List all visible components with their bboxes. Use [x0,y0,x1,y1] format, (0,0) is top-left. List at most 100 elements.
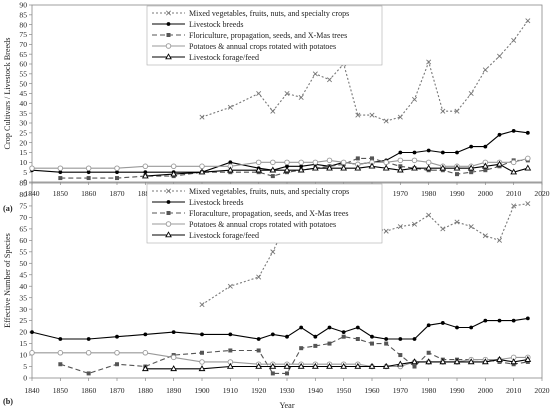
data-point [426,212,432,218]
data-point [411,164,418,171]
data-point [340,159,347,166]
data-point [425,358,433,365]
data-point [525,18,531,24]
data-point [283,362,291,369]
data-point [142,163,149,170]
x-tick-label: 2010 [506,189,521,198]
legend-label: Mixed vegetables, fruits, nuts, and spec… [189,9,349,18]
data-point [454,108,460,114]
data-point [285,371,289,376]
data-point [115,170,119,175]
y-tick-label: 0 [23,374,27,383]
data-point [115,176,119,181]
data-point [58,170,63,175]
x-tick-label: 1920 [251,386,266,395]
data-point [525,316,530,321]
data-point [412,150,417,155]
series-2 [58,334,530,376]
data-point [496,53,503,59]
data-point [467,164,475,171]
data-point [341,330,346,335]
y-tick-label: 45 [19,270,27,279]
data-point [313,343,318,348]
data-point [143,170,148,175]
data-point [298,94,304,100]
data-point [170,170,178,177]
data-point [412,337,417,341]
x-tick-label: 1990 [449,189,464,198]
panel-label: (b) [3,397,13,406]
data-point [440,226,446,232]
x-tick-label: 2000 [478,189,493,198]
data-point [411,221,418,227]
data-point [255,166,263,173]
series-line [32,157,528,169]
series-1 [30,128,530,175]
x-tick-label: 1980 [421,386,436,395]
data-point [398,150,403,155]
data-point [440,321,445,325]
legend-marker [165,53,172,60]
series-3 [29,155,531,171]
data-point [497,132,502,137]
data-point [284,159,290,166]
data-point [228,348,233,353]
data-point [269,166,277,173]
data-point [29,165,35,171]
data-point [256,337,261,341]
data-point [525,155,531,162]
x-tick-label: 1900 [194,386,209,395]
data-point [525,201,531,207]
data-point [468,90,474,97]
y-tick-label: 5 [23,362,27,371]
data-point [368,162,376,169]
data-point [511,37,517,43]
y-axis-label: Crop Cultivars / Livestock Breeds [3,38,12,150]
series-line [31,317,528,340]
legend-box [146,5,383,66]
y-tick-label: 60 [19,60,27,69]
x-tick-label: 1980 [421,189,436,198]
x-tick-label: 1840 [24,386,39,395]
data-point [354,164,362,171]
data-point [397,114,403,120]
y-tick-label: 50 [19,79,27,88]
data-point [370,334,374,339]
y-tick-label: 90 [19,1,27,10]
data-point [455,325,459,330]
legend: Mixed vegetables, fruits, nuts, and spec… [146,5,383,66]
data-point [228,332,233,337]
data-point [426,59,432,65]
y-tick-label: 60 [19,236,27,245]
data-point [454,219,460,225]
y-tick-label: 15 [19,339,27,348]
data-point [411,358,418,365]
data-point [397,224,403,230]
data-point [299,325,304,330]
data-point [85,165,92,171]
data-point [469,325,474,330]
x-tick-label: 1970 [393,189,408,198]
x-tick-label: 1860 [81,386,96,395]
data-point [511,128,516,133]
data-point [496,160,503,167]
data-point [440,150,445,155]
data-point [511,203,517,209]
data-point [285,164,289,169]
x-tick-label: 2010 [506,386,521,395]
data-point [270,249,276,255]
data-point [524,164,532,171]
data-point [412,364,417,369]
data-point [511,318,516,323]
data-point [467,358,475,365]
legend-marker [165,231,172,238]
series-line [60,336,528,374]
legend-label: Livestock breeds [189,198,243,207]
y-tick-label: 40 [19,99,27,108]
legend-label: Floriculture, propagation, seeds, and X-… [189,31,347,40]
data-point [270,174,275,179]
series-4 [141,355,532,372]
data-point [255,159,262,166]
data-point [382,362,390,369]
